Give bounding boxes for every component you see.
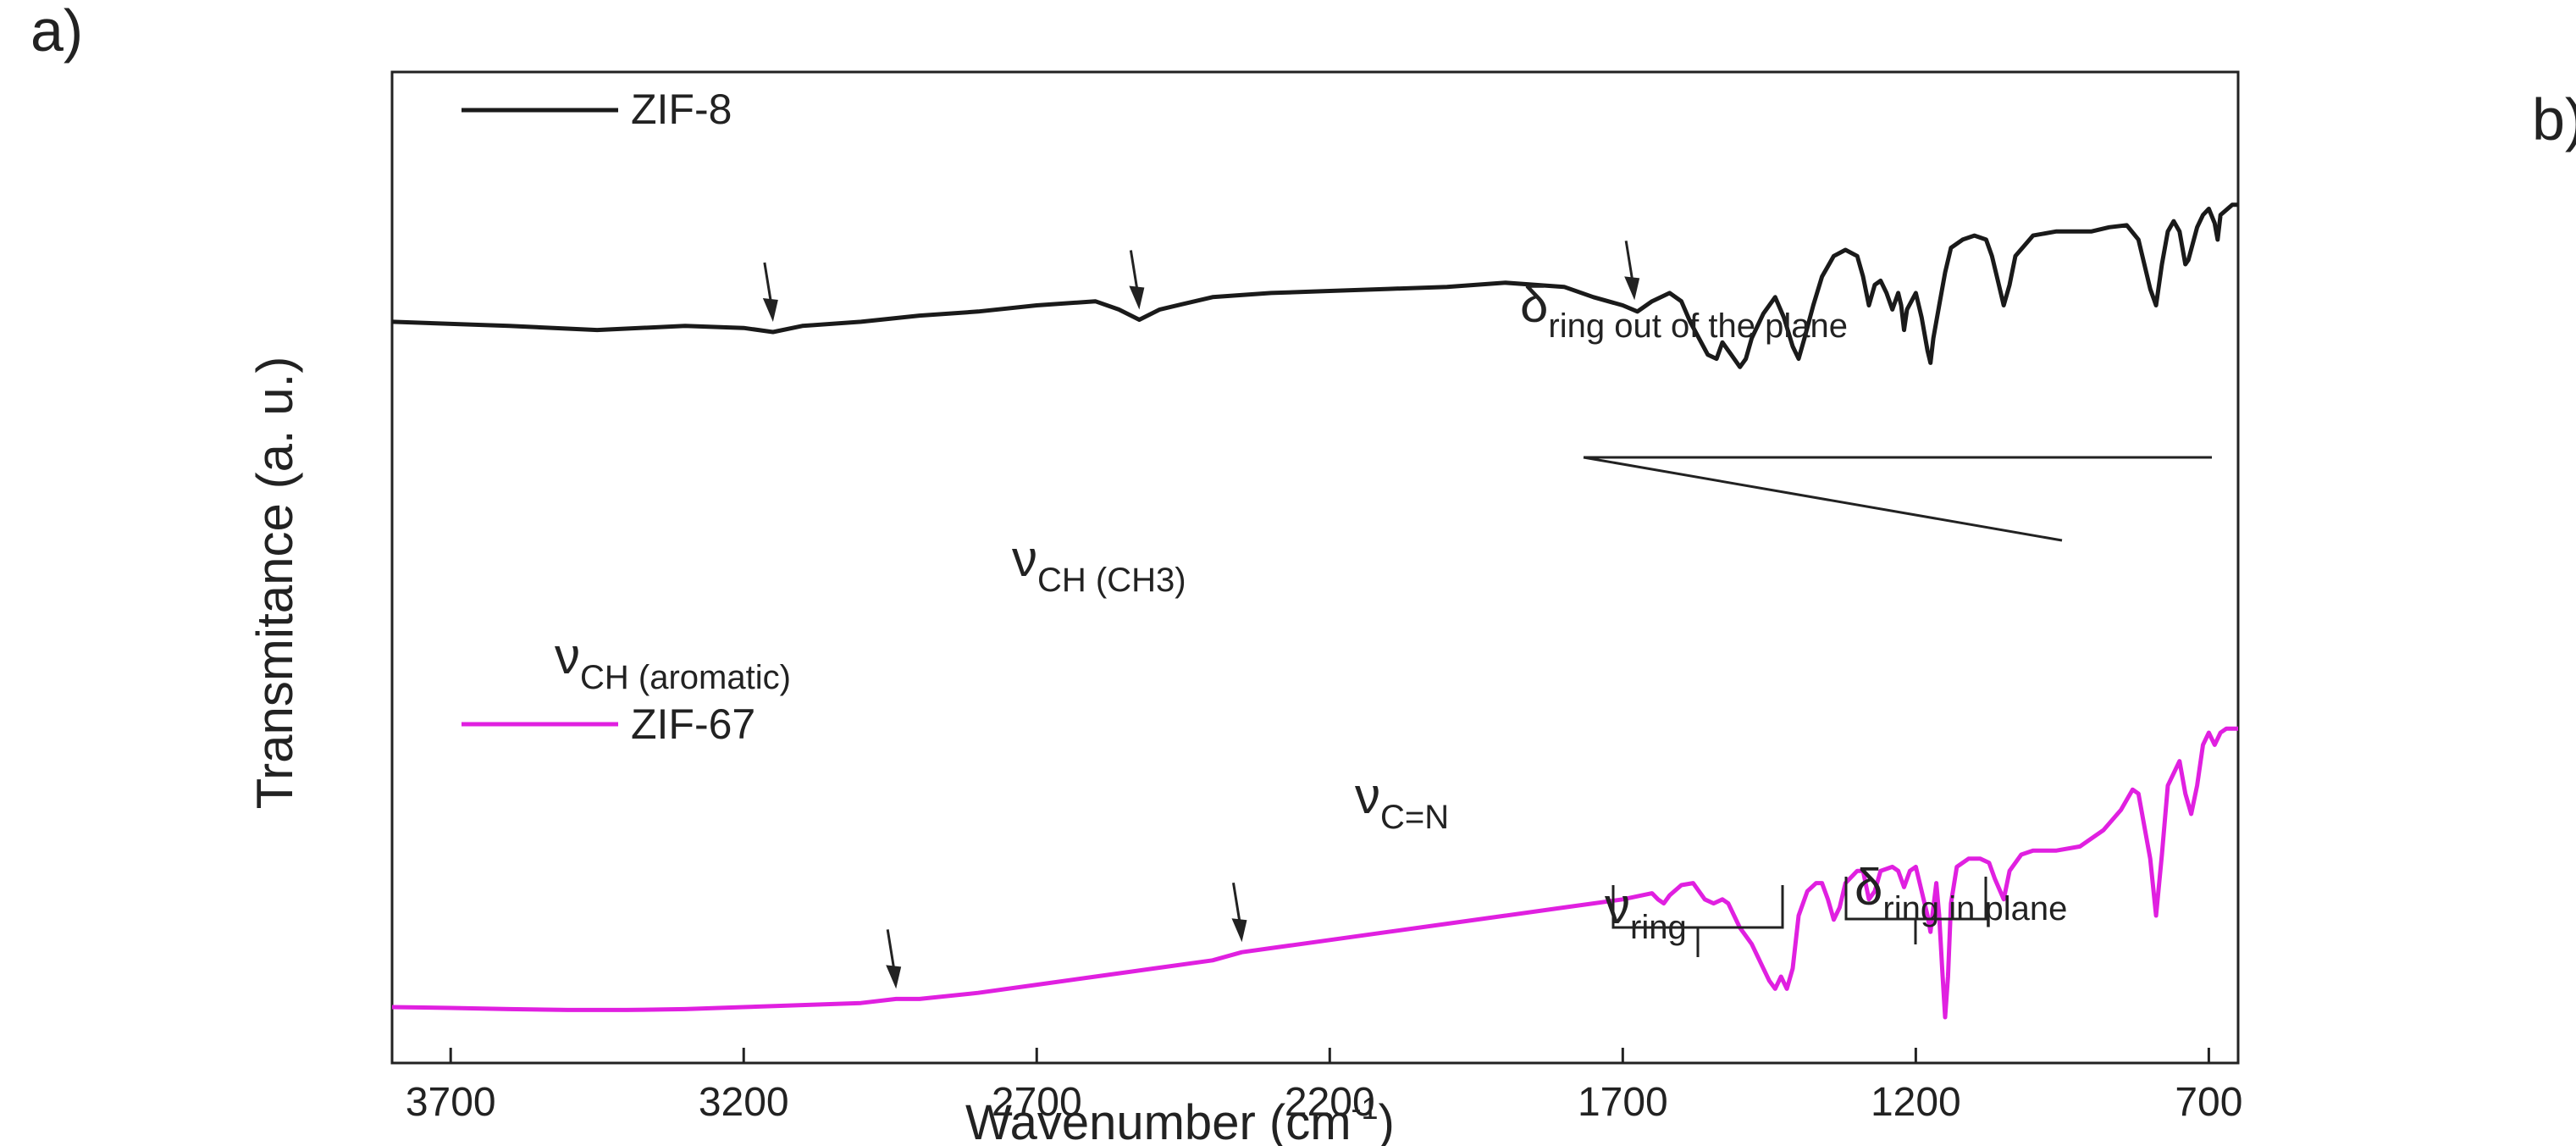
x-tick-label: 1700	[1578, 1080, 1668, 1125]
x-tick-label: 2700	[992, 1080, 1082, 1125]
legend-label-zif8-ftir: ZIF-8	[631, 86, 732, 133]
legend-label-zif67-ftir: ZIF-67	[631, 700, 755, 748]
panel-a-label: a)	[30, 0, 83, 64]
arrow-head	[886, 965, 902, 989]
panel-a-arrows	[762, 241, 1640, 989]
series-line-zif-8-ftir	[391, 202, 2238, 369]
annotation-brackets	[1583, 456, 2212, 957]
panel-a-plot-frame	[390, 70, 2240, 1065]
panel-a-series	[391, 202, 2238, 1020]
x-tick-label: 3200	[699, 1080, 789, 1125]
panel-b-xrd: b)	[2532, 86, 2576, 152]
bracket-delta-ring-in-plane	[1844, 877, 1987, 944]
panel-a-x-ticks: 3700 3200 2700 2200 1700 1200 700	[406, 1048, 2242, 1125]
annotation-delta-ring-in-plane: δring in plane	[1855, 859, 2067, 927]
panel-b-label: b)	[2532, 86, 2576, 152]
annotation-nu-ch-ch3: νCH (CH3)	[1012, 530, 1186, 599]
annotation-nu-ch-aromatic: νCH (aromatic)	[555, 628, 791, 696]
arrow-head	[762, 298, 778, 323]
x-tick-label: 3700	[406, 1080, 496, 1125]
arrow-head	[1231, 918, 1247, 943]
x-tick-label: 1200	[1871, 1080, 1961, 1125]
annotation-nu-c-n: νC=N	[1355, 767, 1449, 836]
annotation-delta-ring-out-of-plane: δring out of the plane	[1520, 276, 1848, 345]
series-line-zif-67-ftir	[391, 726, 2238, 1020]
x-tick-label: 2200	[1285, 1080, 1375, 1125]
arrow-head	[1129, 285, 1145, 310]
arrow-head	[1624, 276, 1640, 301]
panel-a-ftir: a) 3700 3200 2700 2200 1700 1200 700 ZIF-8 ZIF…	[30, 0, 2242, 1146]
panel-a-y-axis-label: Transmitance (a. u.)	[246, 357, 303, 810]
panel-a-x-axis-label: Wavenumber (cm-1)	[965, 1091, 1395, 1146]
x-tick-label: 700	[2175, 1080, 2242, 1125]
bracket-nu-ring	[1611, 885, 1784, 957]
leader-line-out-of-plane-2	[1583, 456, 2063, 542]
